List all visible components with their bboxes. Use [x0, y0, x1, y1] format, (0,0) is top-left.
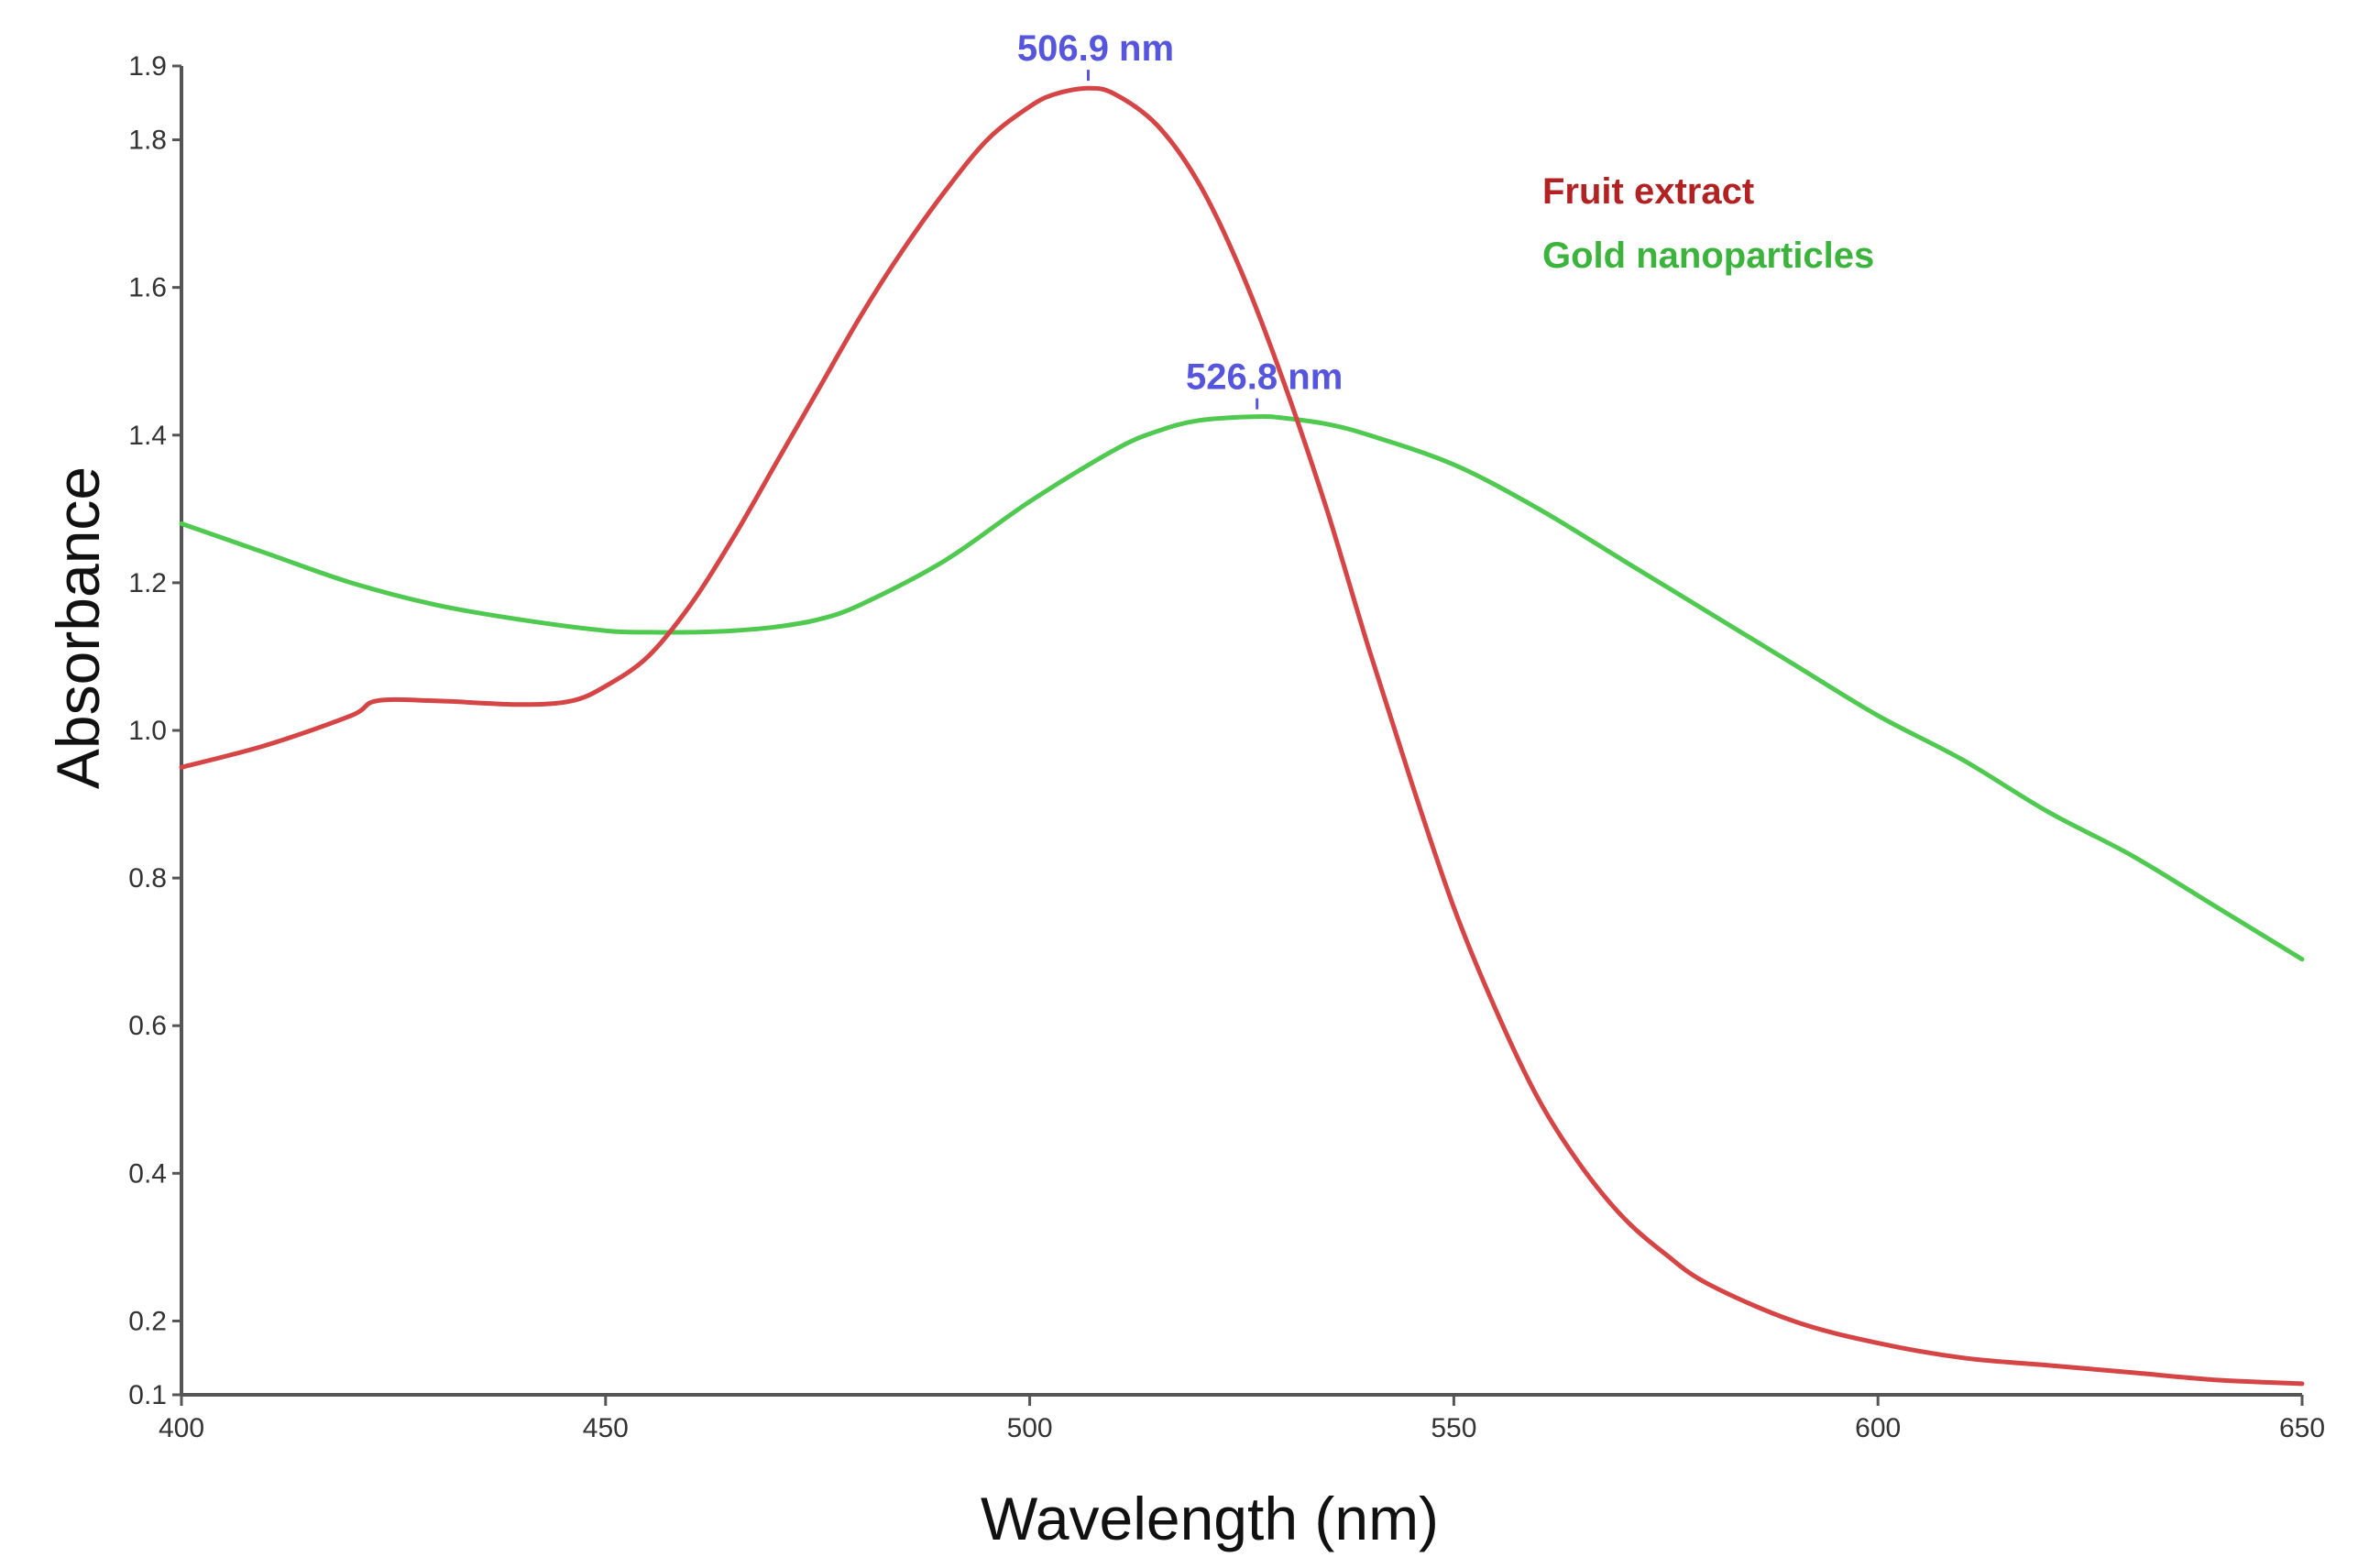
- legend-entry-fruit-extract: Fruit extract: [1542, 171, 1754, 212]
- x-axis-title: Wavelength (nm): [981, 1485, 1439, 1552]
- x-tick-label: 600: [1855, 1413, 1901, 1443]
- y-axis-title: Absorbance: [44, 466, 112, 789]
- x-tick-label: 650: [2279, 1413, 2325, 1443]
- x-ticks: 400 450 500 550 600 650: [159, 1395, 2325, 1443]
- series-layer: [179, 85, 2305, 1387]
- x-tick-label: 550: [1431, 1413, 1476, 1443]
- y-tick-label: 0.1: [128, 1380, 167, 1410]
- y-tick-label: 0.6: [128, 1011, 167, 1041]
- y-tick-label: 0.8: [128, 863, 167, 894]
- legend-entry-gold-nanoparticles: Gold nanoparticles: [1542, 236, 1874, 276]
- x-tick-label: 400: [159, 1413, 204, 1443]
- y-tick-label: 1.0: [128, 716, 167, 746]
- y-tick-label: 1.4: [128, 421, 167, 451]
- peak-annotation-label: 526.8 nm: [1186, 357, 1343, 398]
- x-tick-label: 500: [1007, 1413, 1053, 1443]
- annotations: 506.9 nm 526.8 nm: [1017, 28, 1343, 410]
- peak-annotation-label: 506.9 nm: [1017, 28, 1174, 69]
- y-tick-label: 1.2: [128, 568, 167, 598]
- y-tick-label: 1.9: [128, 51, 167, 82]
- y-tick-label: 0.4: [128, 1158, 167, 1189]
- series-line-gold-nanoparticles: [179, 413, 2305, 962]
- legend: Fruit extract Gold nanoparticles: [1542, 171, 1874, 276]
- y-tick-label: 1.6: [128, 273, 167, 303]
- series-line-fruit-extract: [179, 85, 2305, 1387]
- y-tick-label: 0.2: [128, 1306, 167, 1336]
- axes: [180, 66, 2302, 1397]
- x-tick-label: 450: [583, 1413, 629, 1443]
- y-tick-label: 1.8: [128, 126, 167, 156]
- y-ticks: 0.1 0.2 0.4 0.6 0.8 1.0 1.2 1.4 1.6 1.8 1.9: [128, 51, 181, 1410]
